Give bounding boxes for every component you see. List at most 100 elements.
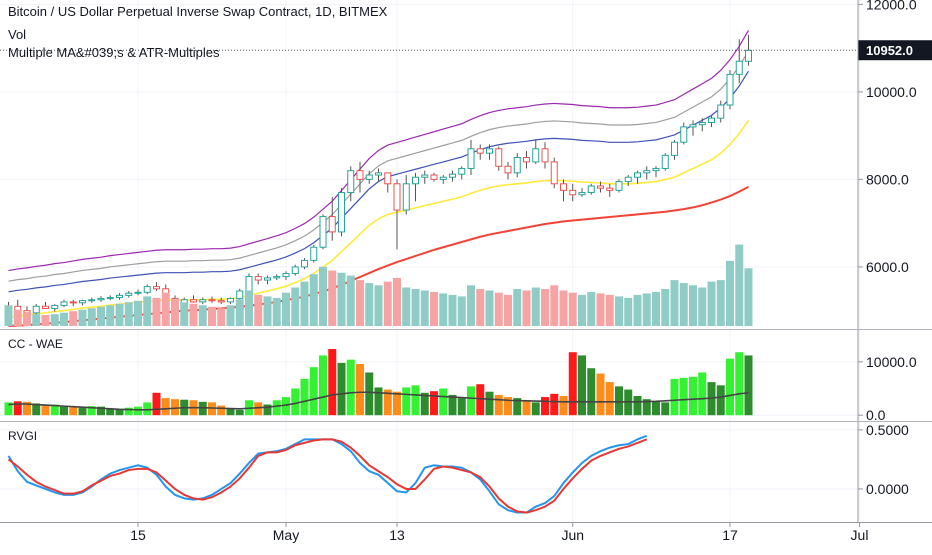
volume-bar [198, 305, 207, 326]
candle-body [393, 183, 401, 211]
wae-bar [124, 407, 133, 416]
volume-bar [272, 297, 281, 326]
wae-bar [171, 399, 179, 416]
wae-bar [217, 405, 226, 416]
candle-body [634, 172, 641, 178]
volume-bar [50, 314, 59, 326]
wae-bar [494, 394, 503, 416]
volume-bar [420, 290, 429, 326]
wae-bar [439, 388, 448, 416]
candle-body [23, 310, 31, 314]
volume-bar [513, 289, 522, 326]
volume-bar [522, 290, 531, 326]
volume-bar [319, 266, 327, 326]
candle-body [51, 304, 59, 309]
candle-body [338, 192, 345, 233]
volume-bar [578, 294, 586, 326]
wae-bar [550, 393, 559, 416]
candle-body [291, 266, 299, 274]
candle-body [97, 297, 105, 301]
candle-body [550, 161, 558, 185]
volume-bar [679, 283, 688, 326]
candle-body [458, 167, 466, 175]
volume-bar [642, 293, 651, 326]
volume-bar [300, 281, 309, 326]
candle-body [717, 104, 725, 119]
wae-bar [578, 355, 586, 416]
candle-body [125, 292, 133, 296]
candle-body [106, 297, 114, 300]
volume-bar [263, 296, 272, 326]
wae-bar [402, 387, 411, 416]
wae-bar [457, 398, 466, 416]
wae-bar [328, 349, 337, 416]
wae-bar [32, 403, 41, 416]
candle-body [671, 141, 678, 156]
volume-bar [208, 306, 216, 326]
volume-bar [356, 280, 364, 326]
wae-bar [726, 358, 734, 416]
candle-body [652, 167, 660, 172]
candle-body [88, 299, 96, 302]
atr-band-line [8, 50, 750, 282]
volume-bar [217, 308, 226, 326]
x-tick-label: May [273, 527, 299, 543]
atr-band-line [8, 30, 750, 272]
y-tick-label: 6000.0 [866, 259, 909, 275]
wae-bar [115, 409, 124, 416]
wae-bar [744, 355, 753, 416]
volume-bar [652, 291, 660, 326]
wae-bar [152, 392, 161, 416]
volume-bar [568, 292, 577, 326]
wae-bar [87, 406, 96, 416]
volume-bar [143, 296, 152, 326]
wae-bar [605, 382, 614, 416]
volume-bar [124, 302, 133, 326]
legend-vol: Vol [8, 27, 27, 42]
wae-bar [374, 387, 383, 416]
candle-body [79, 300, 86, 304]
wae-bar [670, 378, 679, 416]
volume-bar [615, 296, 623, 326]
candle-body [449, 173, 456, 178]
wae-bar [60, 406, 68, 416]
wae-bar [735, 352, 744, 416]
pane-label-wae: CC - WAE [8, 337, 63, 351]
candle-body [134, 291, 142, 294]
volume-bar [245, 290, 253, 326]
candle-body [513, 157, 521, 174]
wae-bar [596, 373, 605, 416]
wae-bar [698, 372, 707, 416]
candle-body [143, 286, 151, 293]
candle-body [541, 148, 549, 163]
wae-bar [300, 378, 309, 416]
volume-bar [180, 302, 189, 326]
y-tick-label: 8000.0 [866, 171, 909, 187]
candle-body [217, 300, 225, 303]
candle-body [504, 165, 512, 174]
wae-bar [559, 395, 568, 416]
candle-body [597, 185, 604, 189]
volume-bar [633, 294, 642, 326]
candle-body [42, 305, 49, 309]
volume-bar [485, 290, 494, 326]
wae-bar [41, 405, 50, 416]
candle-body [615, 181, 623, 191]
candle-body [532, 148, 540, 163]
candle-body [402, 183, 410, 211]
volume-bar [328, 270, 337, 326]
wae-bar [337, 362, 346, 416]
wae-bar [485, 391, 494, 416]
candle-body [745, 49, 752, 62]
wae-bar [420, 392, 429, 416]
wae-bar [430, 391, 438, 416]
volume-bar [69, 311, 78, 326]
candle-body [689, 124, 697, 128]
volume-bar [134, 300, 142, 326]
wae-bar [161, 398, 170, 416]
volume-bar [726, 260, 734, 326]
candle-body [301, 259, 308, 268]
volume-bar [87, 308, 96, 326]
